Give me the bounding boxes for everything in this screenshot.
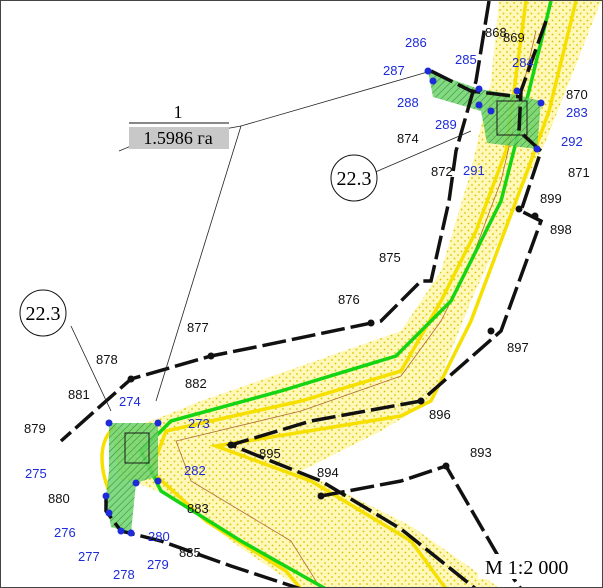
- svg-text:288: 288: [397, 95, 419, 110]
- svg-text:279: 279: [147, 557, 169, 572]
- black-point-labels: 868 869 870 871 872 874 875 876 877 878 …: [24, 25, 590, 560]
- svg-text:275: 275: [25, 466, 47, 481]
- svg-text:285: 285: [455, 52, 477, 67]
- svg-text:876: 876: [338, 292, 360, 307]
- svg-text:882: 882: [185, 376, 207, 391]
- svg-text:22.3: 22.3: [337, 168, 372, 190]
- svg-text:893: 893: [470, 445, 492, 460]
- svg-text:287: 287: [383, 63, 405, 78]
- svg-text:894: 894: [317, 465, 339, 480]
- parcel-label: 1 1.5986 га: [129, 102, 229, 149]
- svg-text:277: 277: [78, 549, 100, 564]
- svg-text:898: 898: [550, 222, 572, 237]
- svg-text:280: 280: [148, 529, 170, 544]
- svg-text:878: 878: [96, 352, 118, 367]
- hatch-top: [428, 71, 541, 149]
- svg-text:875: 875: [379, 250, 401, 265]
- svg-text:282: 282: [184, 463, 206, 478]
- svg-text:278: 278: [113, 567, 135, 582]
- svg-text:895: 895: [259, 446, 281, 461]
- svg-text:868: 868: [485, 25, 507, 40]
- svg-text:899: 899: [540, 191, 562, 206]
- svg-text:283: 283: [566, 105, 588, 120]
- svg-text:897: 897: [507, 340, 529, 355]
- green-lines: [138, 1, 553, 587]
- svg-text:896: 896: [429, 407, 451, 422]
- svg-text:885: 885: [179, 545, 201, 560]
- svg-text:871: 871: [568, 165, 590, 180]
- parcel-area: 1.5986 га: [143, 128, 212, 148]
- svg-text:274: 274: [119, 394, 141, 409]
- svg-text:883: 883: [187, 501, 209, 516]
- svg-text:273: 273: [188, 416, 210, 431]
- svg-text:291: 291: [463, 163, 485, 178]
- circle-label-2: 22.3: [19, 289, 67, 337]
- svg-text:22.3: 22.3: [26, 303, 61, 325]
- thin-line: [175, 30, 537, 587]
- svg-text:292: 292: [561, 134, 583, 149]
- svg-text:284: 284: [512, 55, 534, 70]
- svg-text:880: 880: [48, 491, 70, 506]
- svg-text:881: 881: [68, 387, 90, 402]
- svg-text:877: 877: [187, 320, 209, 335]
- svg-text:879: 879: [24, 421, 46, 436]
- parcel-number: 1: [174, 102, 183, 122]
- blue-point-markers: [102, 67, 545, 537]
- svg-text:276: 276: [54, 525, 76, 540]
- road-fill: [113, 1, 601, 587]
- hatch-bottom-inner: [124, 432, 150, 464]
- svg-text:289: 289: [435, 117, 457, 132]
- svg-text:870: 870: [566, 87, 588, 102]
- black-point-markers: [127, 205, 539, 500]
- svg-text:869: 869: [503, 30, 525, 45]
- scale-label: М 1:2 000: [485, 557, 568, 579]
- hatch-bottom: [106, 423, 158, 533]
- svg-text:286: 286: [405, 35, 427, 50]
- svg-text:872: 872: [431, 164, 453, 179]
- blue-point-labels: 273 274 275 276 277 278 279 280 282 283 …: [25, 35, 588, 582]
- hatch-top-inner: [496, 100, 528, 136]
- svg-text:874: 874: [397, 131, 419, 146]
- circle-label-1: 22.3: [330, 154, 378, 202]
